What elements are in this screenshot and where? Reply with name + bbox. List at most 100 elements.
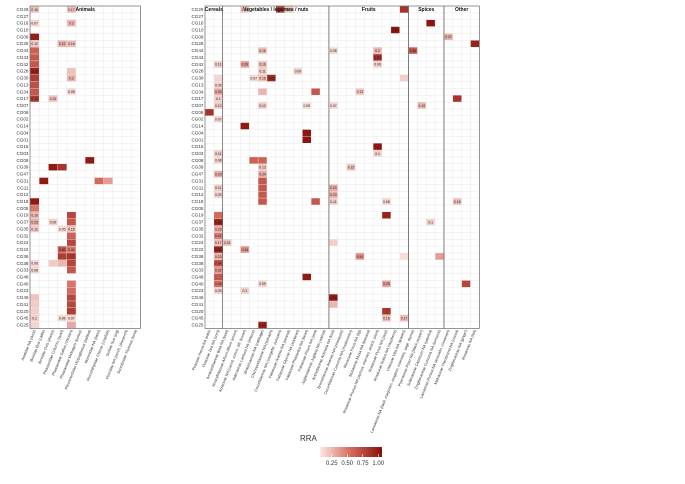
cell-value-label: 0.12 xyxy=(215,104,222,108)
heatmap-cell xyxy=(222,239,232,246)
row-label: CG43 xyxy=(16,55,28,60)
heatmap-cell xyxy=(293,67,303,75)
cell-value-label: 0.24 xyxy=(330,186,337,190)
heatmap-cell xyxy=(417,102,427,109)
heatmap-cell xyxy=(57,163,67,171)
cell-value-label: 0.05 xyxy=(303,104,310,108)
heatmap-cell xyxy=(346,163,356,171)
heatmap-cell xyxy=(382,308,391,315)
heatmap-cell xyxy=(214,74,223,82)
row-label: CG15 xyxy=(16,144,28,149)
row-label: CG19 xyxy=(191,213,203,218)
cell-value-label: 0.76 xyxy=(31,97,38,101)
cell-value-label: 0.16 xyxy=(259,63,266,67)
rra-legend: RRA 0.25 0.50 0.75 1.00 xyxy=(300,434,385,467)
cell-value-label: 0.07 xyxy=(250,76,257,80)
cell-value-label: 0.32 xyxy=(215,268,222,272)
row-label: CG13 xyxy=(191,82,203,87)
legend-title: RRA xyxy=(300,434,318,443)
heatmap-cell xyxy=(258,102,267,109)
heatmap-cell xyxy=(214,157,223,164)
heatmap-cell xyxy=(426,19,435,27)
cell-value-label: 0.07 xyxy=(68,317,75,321)
cell-value-label: 0.15 xyxy=(68,227,75,231)
row-label: CG24 xyxy=(191,240,203,245)
legend-ticks: 0.25 0.50 0.75 1.00 xyxy=(326,454,385,467)
cell-value-label: 0.13 xyxy=(259,166,266,170)
row-label: CG14 xyxy=(191,124,203,129)
heatmap-cell xyxy=(249,74,258,82)
cell-value-label: 0.07 xyxy=(215,118,222,122)
row-label: CG38 xyxy=(191,261,203,266)
heatmap-cell xyxy=(240,287,250,294)
cell-value-label: 0.08 xyxy=(383,200,390,204)
cell-value-label: 0.1 xyxy=(375,152,380,156)
heatmap-cell xyxy=(399,74,409,82)
row-label: CG36 xyxy=(16,254,28,259)
heatmap-cell xyxy=(30,67,39,75)
row-label: CG43 xyxy=(191,55,203,60)
heatmap-cell xyxy=(67,6,76,13)
heatmap-cell xyxy=(30,218,39,226)
row-label: CG41 xyxy=(191,302,203,307)
row-label: CG29 xyxy=(16,7,28,12)
cell-value-label: 0.36 xyxy=(410,49,417,53)
row-label: CG16 xyxy=(191,21,203,26)
row-label: CG34 xyxy=(16,89,28,94)
row-label: CG04 xyxy=(16,130,28,135)
heatmap-cell xyxy=(67,225,76,233)
heatmap-cell xyxy=(30,321,39,329)
row-label: CG32 xyxy=(16,233,28,238)
heatmap-cell xyxy=(30,88,39,95)
heatmap-cell xyxy=(30,225,39,233)
heatmap-cell xyxy=(67,218,76,226)
heatmap-cell xyxy=(329,239,338,246)
heatmap-cell xyxy=(276,6,285,13)
cell-value-label: 0.12 xyxy=(259,104,266,108)
heatmap-cell xyxy=(258,74,267,82)
heatmap-cell xyxy=(214,260,223,267)
cell-value-label: 0.16 xyxy=(383,317,390,321)
row-label: CG41 xyxy=(16,302,28,307)
heatmap-cell xyxy=(311,88,320,95)
row-label: CG28 xyxy=(191,69,203,74)
row-label: CG02 xyxy=(191,117,203,122)
cell-value-label: 0.09 xyxy=(215,193,222,197)
heatmap-cell xyxy=(382,198,391,205)
cell-value-label: 0.15 xyxy=(224,241,231,245)
cell-value-label: 0.44 xyxy=(68,248,75,252)
heatmap-cell xyxy=(57,40,67,47)
legend-tick-label: 0.50 xyxy=(341,461,353,467)
row-label: CG27 xyxy=(191,14,203,19)
heatmap-cell xyxy=(30,212,39,219)
heatmap-cell xyxy=(258,170,267,178)
row-label: CG08 xyxy=(191,158,203,163)
heatmap-cell xyxy=(258,61,267,68)
heatmap-cell xyxy=(214,88,223,95)
heatmap-cell xyxy=(426,218,435,226)
facet: 0.14 0.74 0.110.160.29 0.160.11 0.090.07 0.16… xyxy=(206,5,330,393)
cell-value-label: 0.11 xyxy=(330,200,336,204)
heatmap-cell xyxy=(214,212,223,219)
heatmap-cell xyxy=(214,115,223,123)
heatmap-cell xyxy=(329,184,338,192)
heatmap-cell xyxy=(67,19,76,27)
heatmap-cell xyxy=(214,225,223,233)
cell-value-label: 0.89 xyxy=(259,323,266,327)
heatmap-cell xyxy=(444,33,453,41)
heatmap-cell xyxy=(214,102,223,109)
cell-value-label: 0.83 xyxy=(374,56,381,60)
row-label: CG44 xyxy=(191,48,203,53)
row-label: CG06 xyxy=(16,110,28,115)
heatmap-cell xyxy=(240,6,250,13)
cell-value-label: 0.2 xyxy=(69,76,74,80)
heatmap-cell xyxy=(57,225,67,233)
heatmap-cell xyxy=(67,246,76,253)
row-label: CG33 xyxy=(191,268,203,273)
heatmap-cell xyxy=(57,260,67,267)
heatmap-cell xyxy=(461,280,471,288)
cell-value-label: 0.41 xyxy=(215,234,222,238)
row-label: CG19 xyxy=(16,213,28,218)
heatmap-cell xyxy=(214,266,223,274)
